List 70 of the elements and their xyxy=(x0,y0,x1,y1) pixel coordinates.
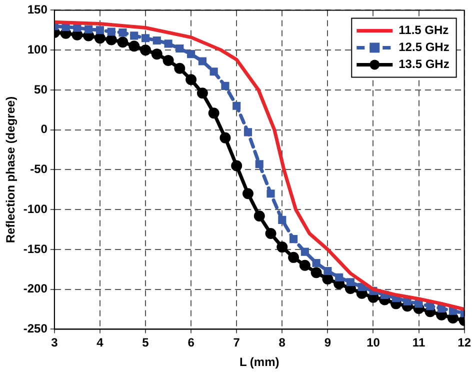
legend-label: 11.5 GHz xyxy=(398,23,449,38)
x-tick-label: 7 xyxy=(233,336,240,350)
point xyxy=(276,242,288,253)
point xyxy=(414,300,423,308)
x-tick-label: 5 xyxy=(142,336,150,350)
x-axis-title: L (mm) xyxy=(239,355,280,370)
point xyxy=(106,34,117,46)
point xyxy=(255,160,264,168)
y-tick-label: -200 xyxy=(23,282,48,296)
point xyxy=(140,44,152,56)
point xyxy=(220,132,231,144)
x-tick-label: 6 xyxy=(188,336,195,350)
point xyxy=(176,44,184,53)
point xyxy=(107,28,116,36)
legend-label: 12.5 GHz xyxy=(398,40,450,54)
y-tick-label: 0 xyxy=(40,122,48,136)
point xyxy=(187,50,196,58)
x-tick-label: 8 xyxy=(278,336,286,350)
point xyxy=(198,57,206,66)
point xyxy=(278,216,286,224)
point xyxy=(162,54,174,66)
point xyxy=(151,48,162,60)
point xyxy=(221,82,230,90)
point xyxy=(164,40,172,48)
point xyxy=(128,40,140,52)
point xyxy=(265,228,276,239)
point xyxy=(300,248,309,256)
point xyxy=(174,62,186,74)
point xyxy=(196,88,208,99)
point xyxy=(208,108,220,119)
point xyxy=(96,26,104,34)
point xyxy=(312,258,320,268)
point xyxy=(254,210,265,222)
point xyxy=(84,25,93,34)
point xyxy=(346,278,354,286)
legend-label: 13.5 GHz xyxy=(398,57,450,72)
point xyxy=(289,235,298,244)
point xyxy=(210,68,218,76)
point xyxy=(266,190,275,198)
x-tick-label: 9 xyxy=(324,336,332,350)
x-tick-label: 4 xyxy=(96,336,104,350)
point xyxy=(152,36,161,45)
point xyxy=(130,32,138,40)
point xyxy=(288,252,300,263)
point xyxy=(73,24,82,32)
x-tick-label: 12 xyxy=(458,336,472,350)
point xyxy=(335,273,344,282)
point xyxy=(324,266,332,276)
point xyxy=(299,260,310,271)
y-tick-label: -50 xyxy=(30,162,48,176)
y-tick-label: 100 xyxy=(27,42,48,56)
y-tick-label: -150 xyxy=(23,242,48,256)
point xyxy=(94,32,106,44)
y-tick-label: 150 xyxy=(27,2,48,17)
point xyxy=(117,36,128,48)
y-tick-label: -250 xyxy=(23,322,48,336)
point xyxy=(118,28,127,37)
y-axis-title: Reflection phase (degree) xyxy=(4,96,18,244)
point xyxy=(141,34,150,42)
point xyxy=(244,128,252,136)
point xyxy=(231,160,242,172)
x-tick-label: 10 xyxy=(366,336,380,350)
point xyxy=(242,188,254,200)
point xyxy=(186,74,197,86)
y-tick-label: 50 xyxy=(34,82,48,96)
point xyxy=(232,102,241,110)
x-tick-label: 11 xyxy=(412,336,426,350)
x-tick-label: 3 xyxy=(51,336,58,350)
y-tick-label: -100 xyxy=(23,202,48,216)
point xyxy=(310,267,322,278)
